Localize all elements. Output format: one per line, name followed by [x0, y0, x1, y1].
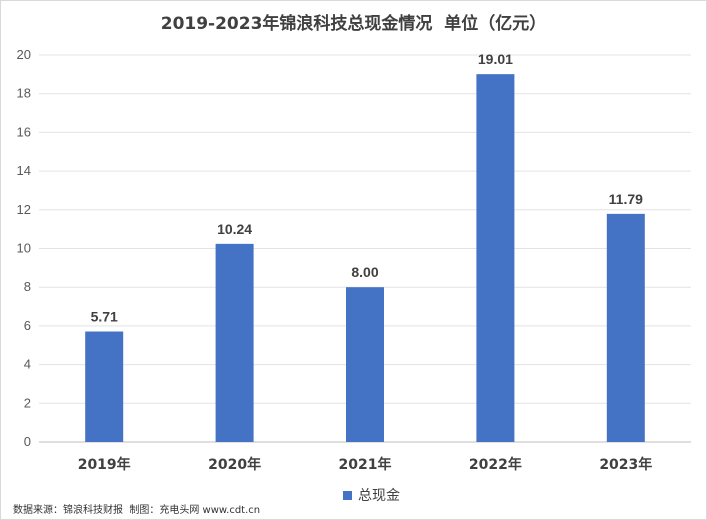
bar — [85, 331, 124, 442]
chart-title: 2019-2023年锦浪科技总现金情况 单位（亿元） — [160, 14, 547, 34]
data-label: 11.79 — [609, 191, 643, 207]
x-tick-label: 2020年 — [208, 456, 261, 473]
y-tick-label: 6 — [24, 318, 31, 333]
y-tick-label: 18 — [17, 86, 31, 101]
y-tick-label: 20 — [17, 47, 31, 62]
y-tick-label: 12 — [17, 202, 31, 217]
data-label: 10.24 — [217, 221, 252, 237]
bar — [346, 287, 384, 442]
x-tick-label: 2021年 — [339, 456, 392, 473]
y-tick-label: 8 — [24, 279, 31, 294]
y-tick-label: 16 — [17, 124, 31, 139]
bar — [476, 74, 515, 443]
legend: 总现金 — [343, 485, 400, 505]
legend-swatch — [343, 490, 352, 500]
x-tick-label: 2019年 — [78, 456, 131, 473]
y-tick-label: 10 — [17, 241, 31, 256]
y-tick-label: 14 — [17, 163, 31, 178]
data-label: 19.01 — [478, 51, 513, 67]
y-tick-label: 4 — [24, 357, 31, 372]
y-tick-label: 0 — [24, 434, 31, 449]
y-tick-label: 2 — [24, 395, 31, 410]
legend-label: 总现金 — [358, 488, 400, 504]
bar — [606, 213, 645, 442]
bar — [215, 243, 254, 442]
source-note: 数据来源：锦浪科技财报 制图：充电头网 www.cdt.cn — [13, 505, 261, 516]
x-tick-label: 2023年 — [599, 456, 652, 473]
data-label: 5.71 — [91, 309, 118, 325]
x-tick-label: 2022年 — [469, 456, 522, 473]
data-label: 8.00 — [351, 264, 378, 280]
